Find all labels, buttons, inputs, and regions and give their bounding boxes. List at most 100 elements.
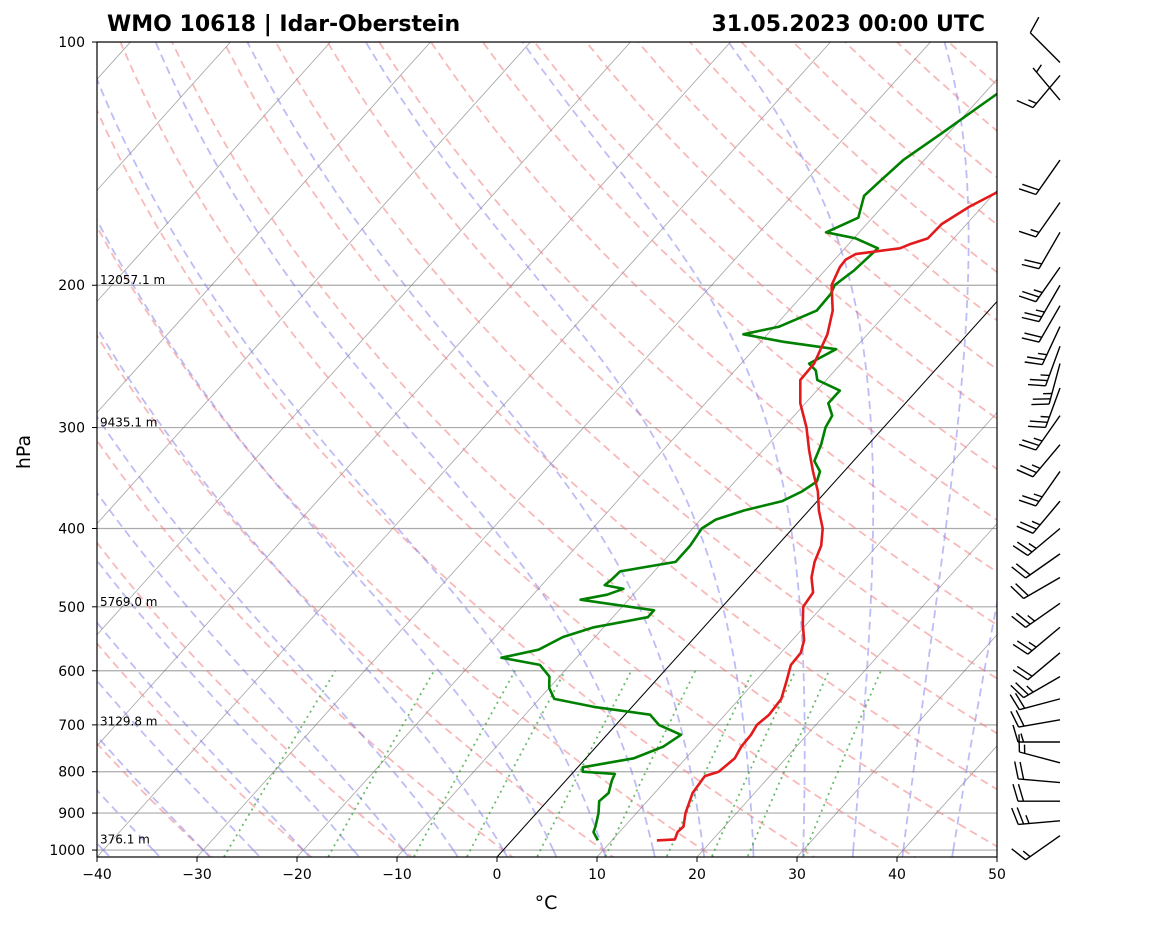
wind-barb [1018, 734, 1061, 764]
y-tick-label: 200 [58, 278, 85, 294]
wind-barbs [1009, 16, 1061, 861]
wind-barb-full [1014, 692, 1026, 709]
wind-barb-half [1028, 641, 1037, 648]
wind-barb-full [1021, 316, 1040, 323]
wind-barb-full [1020, 464, 1037, 474]
y-tick-label: 900 [58, 806, 85, 822]
wind-barb-full [1012, 724, 1019, 743]
wind-barb-staff [1018, 778, 1061, 784]
wind-barb [1012, 626, 1061, 655]
wind-barb-full [1015, 709, 1025, 727]
wind-barb [1018, 159, 1061, 196]
dry-adiabat-line [97, 439, 515, 857]
wind-barb [1027, 346, 1061, 387]
moist-adiabat-line [97, 621, 311, 857]
y-tick-label: 400 [58, 521, 85, 537]
dry-adiabat-line [223, 42, 997, 791]
wind-barb-full [1015, 612, 1031, 625]
mixing-ratio-line [802, 670, 882, 857]
wind-barb-full [1010, 585, 1025, 600]
wind-barb-full [1018, 188, 1037, 196]
wind-barb-staff [1018, 719, 1061, 728]
moist-adiabat-line [97, 559, 361, 857]
plot-frame [96, 41, 998, 858]
wind-barb-staff [1029, 32, 1061, 63]
dry-adiabat-line [97, 541, 414, 857]
moist-adiabat-line [97, 326, 509, 857]
mixing-ratio-line [746, 670, 830, 857]
x-tick-label: 0 [493, 867, 502, 883]
datetime-title: 31.05.2023 00:00 UTC [711, 12, 985, 37]
wind-barb [1011, 807, 1061, 826]
x-tick-label: −30 [182, 867, 212, 883]
wind-barb [1010, 675, 1061, 699]
isotherm-line [696, 523, 997, 857]
wind-barb-staff [1038, 305, 1061, 343]
wind-barb-full [1022, 439, 1040, 447]
wind-barb-full [1011, 807, 1019, 825]
x-axis-ticks: −40 −30 −20 −10 0 10 20 30 40 50 [82, 857, 1006, 883]
isotherm-line [596, 411, 997, 857]
wind-barb-staff [1023, 576, 1061, 600]
wind-barb-staff [1025, 553, 1061, 579]
isotherm-line [396, 189, 997, 857]
moist-adiabat-line [97, 734, 212, 857]
wind-barb [1032, 64, 1061, 101]
wind-barb-full [1019, 761, 1025, 780]
y-tick-label: 800 [58, 765, 85, 781]
dry-adiabat-line [326, 42, 997, 680]
wind-barb-full [1011, 566, 1027, 579]
wind-barb [1009, 692, 1061, 711]
wind-barb-full [1027, 425, 1046, 429]
moist-adiabat-line [521, 42, 806, 857]
wind-barb-full [1021, 263, 1040, 270]
wind-barb-full [1020, 521, 1037, 530]
mixing-ratio-line [327, 670, 435, 857]
x-tick-label: 30 [788, 867, 806, 883]
wind-barb-full [1016, 525, 1034, 534]
wind-barb-full [1024, 361, 1043, 366]
wind-barb [1021, 305, 1061, 343]
mixing-ratio-line [412, 670, 516, 857]
x-tick-label: −40 [82, 867, 112, 883]
wind-barb-full [1024, 332, 1042, 338]
wind-barb-staff [1035, 202, 1061, 238]
x-tick-label: −10 [382, 867, 412, 883]
wind-barb-full [1024, 312, 1042, 318]
wind-barb-half [1040, 415, 1050, 418]
dry-adiabat-line [171, 42, 997, 848]
moist-adiabat-lines [97, 42, 997, 857]
mixing-ratio-line [710, 670, 797, 857]
wind-barb-full [1022, 290, 1040, 298]
y-tick-label: 600 [58, 664, 85, 680]
wind-barb-staff [1048, 363, 1061, 405]
wind-barb-full [1014, 761, 1019, 780]
moist-adiabat-line [901, 42, 970, 857]
wind-barb [1016, 500, 1061, 534]
wind-barb-staff [1032, 444, 1061, 478]
isotherm-line [97, 42, 531, 525]
dry-adiabat-line [97, 224, 716, 857]
wind-barb-full [1016, 99, 1034, 109]
wind-barb [1012, 724, 1061, 743]
wind-barb-half [1033, 437, 1043, 442]
wind-barb [1011, 602, 1061, 628]
moist-adiabat-line [154, 42, 656, 857]
wind-barb-half [1040, 374, 1050, 377]
wind-barb-half [1031, 464, 1041, 470]
isotherm-line [97, 42, 431, 414]
wind-barb-staff [1023, 675, 1061, 699]
mixing-ratio-line [465, 670, 566, 857]
wind-barb [1010, 709, 1061, 728]
dry-adiabat-line [97, 108, 816, 857]
wind-barb [1016, 444, 1061, 478]
height-label: 12057.1 m [100, 273, 165, 287]
wind-barb-staff [1027, 626, 1061, 655]
wind-barb-full [1022, 183, 1040, 191]
wind-barb-full [1012, 643, 1029, 655]
wind-barb [1012, 527, 1061, 557]
wind-barb-staff [1025, 602, 1061, 628]
y-axis-label: hPa [13, 435, 35, 469]
moist-adiabat-line [364, 42, 755, 857]
isotherm-line [97, 42, 631, 636]
